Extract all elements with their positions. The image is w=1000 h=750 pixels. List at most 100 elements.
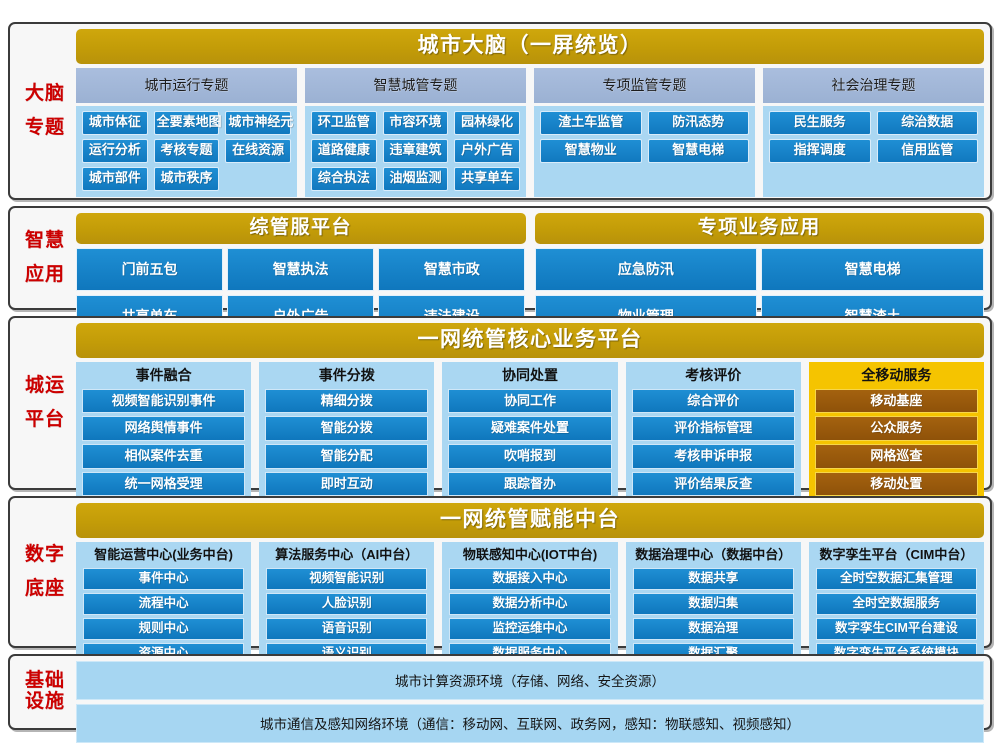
pillar-item[interactable]: 协同工作: [448, 388, 612, 414]
pillar-item[interactable]: 评价结果反查: [631, 471, 795, 497]
topic-chip[interactable]: 综合执法: [311, 166, 377, 191]
topic-chip[interactable]: 道路健康: [311, 138, 377, 163]
pillar-item[interactable]: 网络舆情事件: [82, 416, 246, 442]
app-cell[interactable]: 智慧电梯: [761, 247, 984, 291]
topic-chip[interactable]: 智慧电梯: [647, 138, 749, 163]
app-cell[interactable]: 门前五包: [76, 247, 224, 291]
topic-chip[interactable]: 违章建筑: [382, 138, 449, 163]
topic-chip[interactable]: 环卫监管: [311, 111, 377, 135]
infrastructure-bar-compute[interactable]: 城市计算资源环境（存储、网络、安全资源）: [76, 661, 984, 700]
pillar-header: 协同处置: [502, 367, 558, 384]
pillar-item[interactable]: 网格巡查: [814, 444, 979, 469]
app-cell[interactable]: 智慧市政: [378, 247, 526, 291]
topic-column-social-governance: 社会治理专题 民生服务 综治数据 指挥调度 信用监管: [763, 68, 984, 197]
pillar-item[interactable]: 数据共享: [632, 567, 794, 590]
pillar-item[interactable]: 移动基座: [814, 388, 979, 414]
topic-chip[interactable]: 市容环境: [382, 111, 449, 135]
topic-header: 智慧城管专题: [305, 68, 526, 104]
pillar-item[interactable]: 数据分析中心: [449, 592, 611, 615]
brain-topic-row: 城市运行专题 城市体征 全要素地图 城市神经元 运行分析 考核专题 在线资源 城…: [76, 68, 984, 197]
topic-chip[interactable]: 全要素地图: [153, 111, 222, 135]
pillar-item[interactable]: 语音识别: [266, 617, 428, 640]
pillar-data-governance-center: 数据治理中心（数据中台） 数据共享 数据归集 数据治理 数据汇聚: [625, 542, 801, 671]
pillar-item[interactable]: 规则中心: [83, 617, 245, 640]
topic-chip[interactable]: 城市神经元: [225, 111, 293, 135]
pillar-item[interactable]: 视频智能识别: [266, 567, 428, 590]
pillar-item[interactable]: 考核申诉申报: [631, 444, 795, 469]
pillar-header: 考核评价: [685, 367, 742, 384]
topic-chip[interactable]: 城市部件: [82, 166, 148, 191]
pillar-intelligent-operation-center: 智能运营中心(业务中台) 事件中心 流程中心 规则中心 资源中心: [76, 542, 252, 671]
pillar-item[interactable]: 即时互动: [265, 471, 429, 497]
section-city-operations-platform: 城运 平台 一网统管核心业务平台 事件融合 视频智能识别事件 网络舆情事件 相似…: [8, 316, 992, 517]
section-label-line-1: 基础: [24, 670, 65, 692]
topic-chip[interactable]: 信用监管: [876, 138, 978, 163]
topic-chip[interactable]: 户外广告: [454, 138, 520, 163]
pillar-item[interactable]: 数据接入中心: [449, 567, 611, 590]
section-body-smart-applications: 综管服平台 门前五包 智慧执法 智慧市政 共享单车 户外广告 违法建设 专项业务…: [76, 213, 984, 338]
topic-chip[interactable]: 指挥调度: [769, 138, 871, 163]
app-group-title: 综管服平台: [76, 213, 526, 244]
section-label-line-2: 专题: [24, 116, 65, 138]
cityops-pillars: 事件融合 视频智能识别事件 网络舆情事件 相似案件去重 统一网格受理 ·····…: [76, 362, 985, 517]
pillar-item[interactable]: 评价指标管理: [631, 416, 795, 442]
topic-column-special-supervision: 专项监管专题 渣土车监管 防汛态势 智慧物业 智慧电梯: [534, 68, 755, 197]
section-body-infrastructure: 城市计算资源环境（存储、网络、安全资源） 城市通信及感知网络环境（通信：移动网、…: [76, 661, 984, 743]
topic-chip[interactable]: 园林绿化: [454, 111, 520, 135]
topic-chip[interactable]: 油烟监测: [382, 166, 449, 191]
section-digital-foundation: 数字 底座 一网统管赋能中台 智能运营中心(业务中台) 事件中心 流程中心 规则…: [8, 496, 992, 671]
pillar-item[interactable]: 精细分拨: [265, 388, 429, 414]
topic-chip[interactable]: 综治数据: [876, 111, 978, 135]
pillar-item[interactable]: 全时空数据汇集管理: [815, 567, 978, 590]
pillar-header: 物联感知中心(IOT中台): [462, 547, 598, 563]
pillar-item[interactable]: 统一网格受理: [82, 471, 246, 497]
pillar-item[interactable]: 智能分拨: [265, 416, 429, 442]
pillar-item[interactable]: 人脸识别: [266, 592, 428, 615]
pillar-header: 数据治理中心（数据中台）: [635, 547, 792, 563]
section-label-line-1: 城运: [24, 374, 65, 396]
topic-chip[interactable]: 城市秩序: [153, 166, 220, 191]
pillar-item[interactable]: 数据治理: [632, 617, 794, 640]
pillar-full-mobile-service: 全移动服务 移动基座 公众服务 网格巡查 移动处置 ······: [808, 362, 985, 517]
topic-chip[interactable]: 民生服务: [769, 111, 871, 135]
app-cell[interactable]: 应急防汛: [534, 247, 758, 291]
topic-chip[interactable]: 共享单车: [454, 166, 520, 191]
digital-pillars: 智能运营中心(业务中台) 事件中心 流程中心 规则中心 资源中心 算法服务中心（…: [76, 542, 985, 671]
app-group-title: 专项业务应用: [534, 213, 984, 244]
infrastructure-bar-network[interactable]: 城市通信及感知网络环境（通信：移动网、互联网、政务网，感知：物联感知、视频感知）: [76, 704, 984, 743]
pillar-item[interactable]: 疑难案件处置: [448, 416, 612, 442]
pillar-item[interactable]: 数字孪生CIM平台建设: [815, 617, 978, 640]
topic-chip[interactable]: 在线资源: [225, 138, 291, 163]
section-smart-applications: 智慧 应用 综管服平台 门前五包 智慧执法 智慧市政 共享单车 户外广告 违法建…: [8, 206, 992, 338]
pillar-item[interactable]: 跟踪督办: [448, 471, 612, 497]
cityops-title: 一网统管核心业务平台: [76, 323, 984, 359]
pillar-item[interactable]: 事件中心: [83, 567, 245, 590]
topic-chip[interactable]: 渣土车监管: [540, 111, 642, 135]
app-cell[interactable]: 智慧执法: [227, 247, 375, 291]
pillar-item[interactable]: 视频智能识别事件: [82, 388, 246, 414]
pillar-header: 事件融合: [135, 367, 192, 384]
pillar-item[interactable]: 流程中心: [83, 592, 245, 615]
topic-chip[interactable]: 考核专题: [153, 138, 220, 163]
topic-header: 城市运行专题: [76, 68, 297, 104]
pillar-item[interactable]: 智能分配: [265, 444, 429, 469]
topic-chip[interactable]: 智慧物业: [540, 138, 642, 163]
pillar-item[interactable]: 监控运维中心: [449, 617, 611, 640]
section-label-digital-foundation: 数字 底座: [14, 503, 76, 640]
section-label-smart-applications: 智慧 应用: [14, 213, 76, 302]
pillar-header: 算法服务中心（AI中台）: [275, 547, 419, 563]
topic-chip[interactable]: 运行分析: [82, 138, 148, 163]
digital-title: 一网统管赋能中台: [76, 503, 984, 539]
pillar-header: 智能运营中心(业务中台): [94, 547, 233, 563]
pillar-item[interactable]: 综合评价: [631, 388, 795, 414]
topic-chip[interactable]: 城市体征: [82, 111, 148, 135]
topic-chip[interactable]: 防汛态势: [647, 111, 749, 135]
pillar-item[interactable]: 移动处置: [814, 471, 979, 497]
pillar-item[interactable]: 公众服务: [814, 416, 979, 442]
pillar-item[interactable]: 全时空数据服务: [815, 592, 978, 615]
pillar-item[interactable]: 吹哨报到: [448, 444, 612, 469]
pillar-item[interactable]: 相似案件去重: [82, 444, 246, 469]
pillar-event-dispatch: 事件分拨 精细分拨 智能分拨 智能分配 即时互动 ······: [259, 362, 435, 517]
pillar-item[interactable]: 数据归集: [632, 592, 794, 615]
